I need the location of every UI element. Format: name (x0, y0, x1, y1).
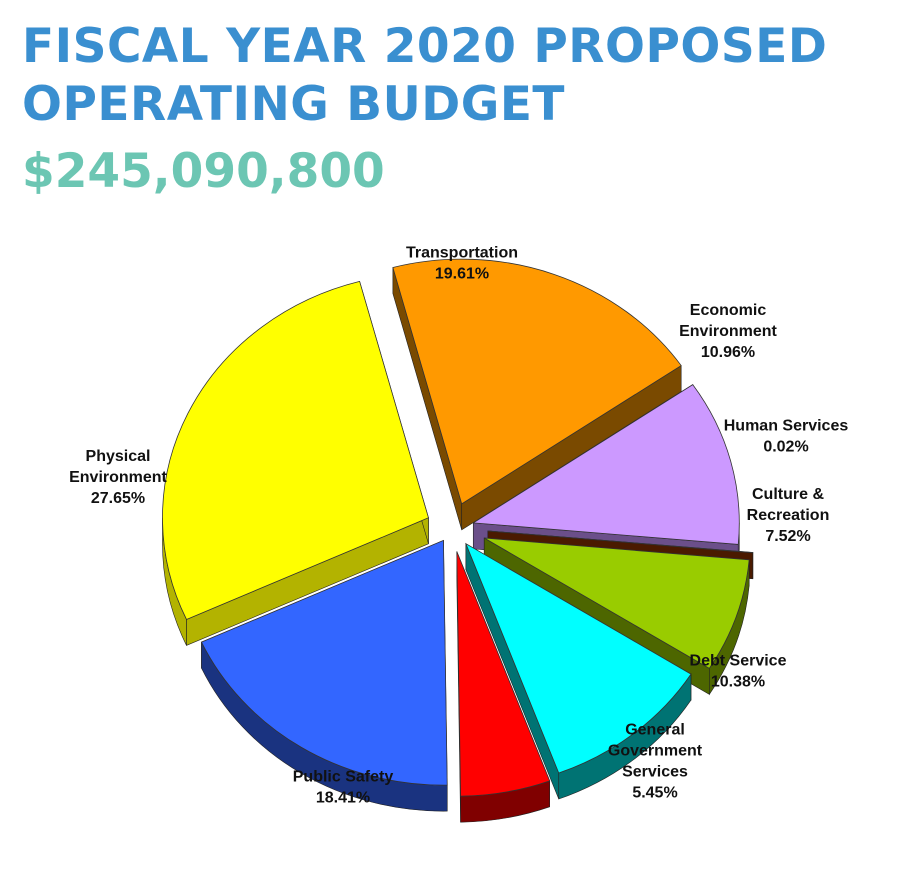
budget-total: $245,090,800 (22, 144, 385, 199)
slice-name: Recreation (747, 507, 830, 524)
slice-top (200, 539, 448, 786)
slice-top (487, 530, 754, 554)
slice-label: Human Services 0.02% (724, 418, 849, 456)
slice-debt-service (465, 542, 692, 800)
slice-percent: 27.65% (91, 490, 145, 507)
slice-label: Public Safety 18.41% (293, 769, 394, 807)
slice-name: Transportation (406, 245, 518, 262)
title-line-2: OPERATING BUDGET (22, 77, 565, 132)
slice-public-safety (200, 539, 448, 812)
slice-top (162, 280, 429, 620)
slice-name: Physical (86, 448, 151, 465)
slice-top (392, 258, 682, 505)
slice-percent: 5.45% (632, 785, 677, 802)
slice-name: Public Safety (293, 769, 394, 786)
slice-physical-environment (162, 280, 429, 646)
slice-label: Culture & Recreation 7.52% (747, 486, 830, 545)
title: FISCAL YEAR 2020 PROPOSED OPERATING BUDG… (22, 18, 912, 134)
slice-top (484, 537, 750, 669)
slice-percent: 19.61% (435, 266, 489, 283)
slice-label: Economic Environment 10.96% (679, 302, 777, 361)
slice-top (465, 542, 692, 774)
slice-label: Physical Environment 27.65% (69, 448, 167, 507)
slice-percent: 10.96% (701, 344, 755, 361)
slice-name: Government (608, 743, 703, 760)
slice-name: Debt Service (690, 653, 787, 670)
slice-label: Debt Service 10.38% (690, 653, 787, 691)
slice-name: Economic (690, 302, 767, 319)
slice-name: Environment (69, 469, 167, 486)
slice-label: General Government Services 5.45% (608, 722, 703, 802)
slice-name: Culture & (752, 486, 824, 503)
slice-label: Transportation 19.61% (406, 245, 518, 283)
slice-top (456, 551, 551, 797)
slice-percent: 18.41% (316, 790, 370, 807)
slice-name: Human Services (724, 418, 849, 435)
slice-general-government-services (456, 551, 551, 823)
title-line-1: FISCAL YEAR 2020 PROPOSED (22, 19, 828, 74)
slice-name: Environment (679, 323, 777, 340)
slice-percent: 7.52% (765, 528, 810, 545)
slice-percent: 10.38% (711, 674, 765, 691)
slice-percent: 0.02% (763, 439, 808, 456)
slice-name: General (625, 722, 685, 739)
slice-name: Services (622, 764, 688, 781)
slice-top (472, 384, 740, 545)
